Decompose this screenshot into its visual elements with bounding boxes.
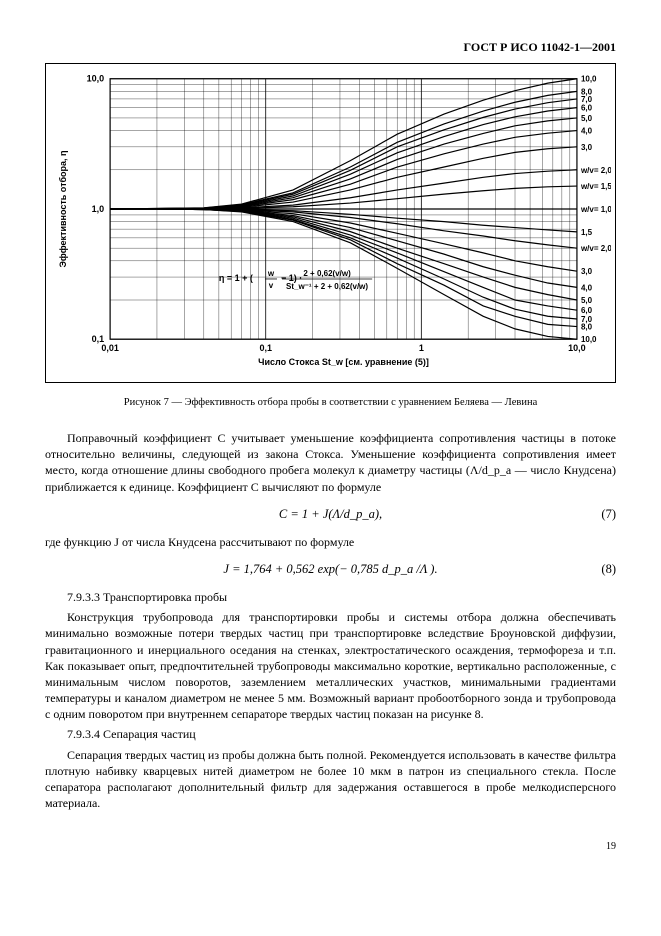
- svg-text:w/v= 2,0: w/v= 2,0: [580, 244, 611, 253]
- svg-text:0,01: 0,01: [101, 343, 119, 353]
- svg-text:0,1: 0,1: [259, 343, 272, 353]
- paragraph-j-function: где функцию J от числа Кнудсена рассчиты…: [45, 534, 616, 550]
- svg-text:5,0: 5,0: [581, 114, 593, 123]
- svg-text:3,0: 3,0: [581, 267, 593, 276]
- svg-text:0,1: 0,1: [92, 334, 105, 344]
- formula-8-text: J = 1,764 + 0,562 exp(− 0,785 d_p_a /Λ )…: [85, 562, 576, 577]
- figure-7-caption: Рисунок 7 — Эффективность отбора пробы в…: [45, 397, 616, 408]
- standard-number: ГОСТ Р ИСО 11042-1—2001: [45, 40, 616, 55]
- svg-text:St_w⁻¹ + 2 + 0,62(v/w): St_w⁻¹ + 2 + 0,62(v/w): [286, 282, 368, 291]
- formula-7: C = 1 + J(Λ/d_p_a), (7): [45, 507, 616, 522]
- paragraph-separation: Сепарация твердых частиц из пробы должна…: [45, 747, 616, 812]
- heading-7-9-3-4: 7.9.3.4 Сепарация частиц: [45, 726, 616, 742]
- svg-text:1: 1: [419, 343, 424, 353]
- heading-7-9-3-3: 7.9.3.3 Транспортировка пробы: [45, 589, 616, 605]
- svg-text:w: w: [267, 269, 275, 278]
- svg-text:7,0: 7,0: [581, 315, 593, 324]
- svg-text:w/v= 1,5: w/v= 1,5: [580, 182, 611, 191]
- svg-text:1,0: 1,0: [92, 204, 105, 214]
- svg-text:8,0: 8,0: [581, 87, 593, 96]
- paragraph-transport: Конструкция трубопровода для транспортир…: [45, 609, 616, 722]
- svg-text:6,0: 6,0: [581, 104, 593, 113]
- svg-text:w/v= 1,0: w/v= 1,0: [580, 205, 611, 214]
- svg-text:η = 1 + (: η = 1 + (: [219, 273, 253, 283]
- svg-text:6,0: 6,0: [581, 306, 593, 315]
- svg-text:4,0: 4,0: [581, 283, 593, 292]
- svg-text:10,0: 10,0: [87, 74, 105, 84]
- svg-text:1,5: 1,5: [581, 228, 593, 237]
- formula-7-text: C = 1 + J(Λ/d_p_a),: [85, 507, 576, 522]
- formula-8-number: (8): [576, 562, 616, 577]
- svg-text:v: v: [269, 281, 274, 290]
- page-number: 19: [45, 841, 616, 852]
- svg-text:10,0: 10,0: [568, 343, 586, 353]
- paragraph-correction-coeff: Поправочный коэффициент C учитывает умен…: [45, 430, 616, 495]
- formula-8: J = 1,764 + 0,562 exp(− 0,785 d_p_a /Λ )…: [45, 562, 616, 577]
- svg-text:4,0: 4,0: [581, 127, 593, 136]
- svg-text:10,0: 10,0: [581, 335, 597, 344]
- svg-text:10,0: 10,0: [581, 75, 597, 84]
- svg-text:w/v= 2,0: w/v= 2,0: [580, 166, 611, 175]
- figure-7-chart: 0,010,1110,00,11,010,0Число Стокса St_w …: [45, 63, 616, 383]
- svg-text:Число Стокса St_w [см. уравнен: Число Стокса St_w [см. уравнение (5)]: [258, 357, 429, 367]
- svg-text:Эффективность отбора, η: Эффективность отбора, η: [58, 150, 68, 267]
- svg-text:5,0: 5,0: [581, 296, 593, 305]
- svg-text:2 + 0,62(v/w): 2 + 0,62(v/w): [303, 269, 351, 278]
- svg-text:3,0: 3,0: [581, 143, 593, 152]
- formula-7-number: (7): [576, 507, 616, 522]
